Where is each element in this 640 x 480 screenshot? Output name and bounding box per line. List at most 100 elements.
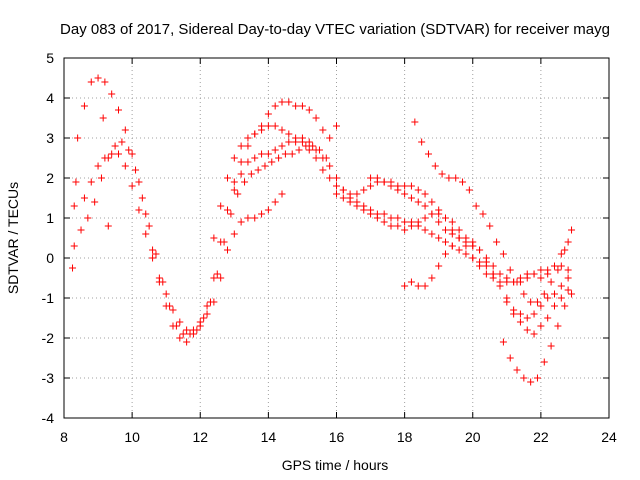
data-point [387,222,395,230]
x-tick-label: 8 [60,429,68,445]
data-point [394,214,402,222]
data-point [523,326,531,334]
data-point [568,226,576,234]
data-point [169,306,177,314]
data-point [564,274,572,282]
data-point [74,134,82,142]
y-tick-label: 3 [46,130,54,146]
data-point [435,262,443,270]
data-point [551,290,558,298]
data-point [428,230,436,238]
data-point [115,150,122,158]
chart-title: Day 083 of 2017, Sidereal Day-to-day VTE… [60,21,610,38]
data-point [217,274,225,282]
data-point [462,242,470,250]
data-point [476,262,484,270]
x-tick-label: 16 [329,429,345,445]
data-point [155,274,163,282]
data-point [101,154,109,162]
data-point [387,214,395,222]
series-track-e [230,134,497,278]
data-point [401,218,409,226]
data-point [224,246,231,254]
x-tick-label: 14 [261,429,277,445]
series-track-i [401,234,572,322]
data-point [230,154,238,162]
data-point [183,338,191,346]
data-point [482,270,490,278]
data-point [70,242,78,250]
data-point [278,98,286,106]
data-point [462,250,470,258]
y-tick-label: 0 [46,250,54,266]
data-point [493,238,501,246]
data-point [387,178,395,186]
data-point [200,314,208,322]
data-point [533,298,541,306]
data-point [278,190,286,198]
data-point [251,154,259,162]
data-point [142,210,150,218]
data-point [373,214,381,222]
data-point [162,290,170,298]
data-point [530,330,538,338]
y-tick-label: -3 [42,370,55,386]
data-point [271,146,279,154]
data-point [268,158,276,166]
data-point [561,302,569,310]
data-point [247,170,255,178]
data-point [499,338,507,346]
data-point [210,298,218,306]
data-point [465,186,473,194]
data-point [414,198,422,206]
series-track-k [503,286,572,338]
data-point [333,122,340,130]
data-point [152,250,160,258]
x-tick-label: 20 [465,429,481,445]
data-point [438,170,446,178]
data-point [70,202,78,210]
data-point [523,314,531,322]
data-point [288,150,296,158]
data-point [72,178,80,186]
data-point [97,174,105,182]
data-point [312,146,320,154]
data-point [557,282,565,290]
data-point [568,290,576,298]
data-point [428,210,436,218]
data-point [87,78,95,86]
data-point [516,318,524,326]
data-point [125,146,133,154]
y-tick-label: 1 [46,210,54,226]
data-point [227,210,235,218]
data-point [275,154,283,162]
data-point [319,154,327,162]
data-point [506,354,514,362]
data-point [128,182,136,190]
y-tick-label: -4 [42,410,55,426]
data-point [91,198,99,206]
data-point [486,222,494,230]
data-point [435,234,443,242]
series-track-a [74,74,340,346]
data-point [554,266,562,274]
data-point [179,330,187,338]
data-point [503,298,511,306]
y-tick-label: 4 [46,90,54,106]
data-point [442,250,449,258]
data-point [499,250,507,258]
data-point [520,290,528,298]
data-point [326,174,334,182]
data-point [424,150,432,158]
data-point [145,222,153,230]
data-point [554,322,562,330]
data-point [527,298,535,306]
data-point [220,238,228,246]
series-track-c [80,150,286,334]
data-point [305,138,313,146]
data-point [544,314,552,322]
data-point [298,102,306,110]
data-point [224,174,231,182]
axis-ticks [63,57,610,419]
